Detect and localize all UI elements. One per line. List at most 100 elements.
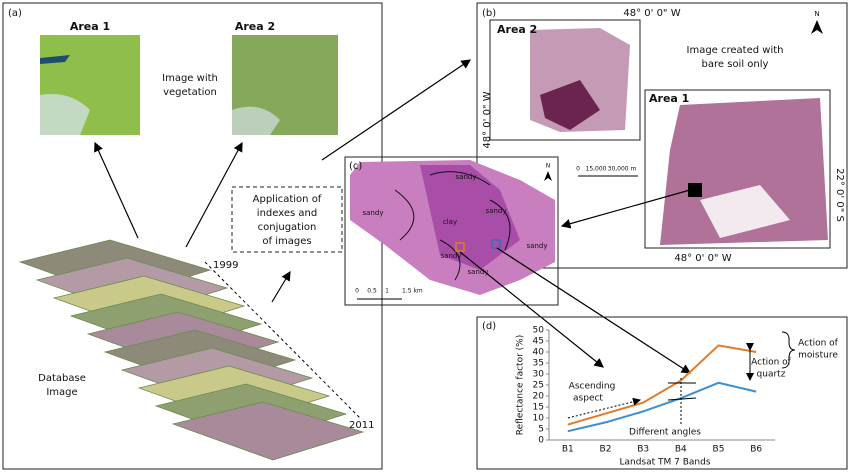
panel-a: (a) Area 1 Area 2 Image with vegetation … [2, 2, 471, 470]
scale-label: 30,000 m [608, 166, 637, 173]
arrow [94, 141, 139, 239]
image-title: Area 2 [497, 23, 537, 36]
soil-label: sandy [527, 242, 548, 250]
y-tick-label: 35 [533, 359, 544, 369]
y-tick-label: 40 [533, 348, 545, 358]
panel-label: (b) [482, 8, 496, 19]
series-line [567, 344, 757, 426]
coordinate: 22° 0' 0" S [834, 168, 845, 222]
image-title: Area 1 [649, 92, 689, 105]
caption: vegetation [163, 87, 217, 98]
image-frame [489, 19, 641, 141]
process-text: indexes and [257, 208, 317, 219]
coordinate: 48° 0' 0" W [482, 91, 493, 148]
bare-soil-image [700, 185, 790, 238]
caption: Database [38, 373, 86, 384]
time-line [204, 261, 361, 419]
annotation: quartz [757, 370, 786, 380]
process-text: Application of [253, 194, 322, 205]
brace [781, 331, 796, 369]
y-tick-label: 45 [533, 337, 544, 347]
image-layer [171, 401, 365, 461]
water [40, 55, 70, 64]
cloud [232, 106, 280, 135]
x-tick-label: B2 [600, 445, 612, 455]
y-tick-label: 5 [538, 425, 544, 435]
sample-marker [491, 239, 501, 249]
panel-label: (a) [8, 8, 22, 19]
panel-frame [476, 2, 848, 269]
bare-soil-image [660, 98, 828, 245]
caption: bare soil only [702, 59, 769, 70]
panel-label: (d) [482, 321, 496, 332]
image-title: Area 2 [235, 20, 275, 33]
image-frame [644, 89, 831, 249]
y-tick-label: 50 [533, 326, 545, 336]
north-arrow [811, 20, 823, 34]
soil-boundary [394, 171, 511, 281]
trend-arrow [567, 397, 641, 419]
area-marker [688, 183, 702, 197]
series-line [567, 381, 757, 433]
annotation: aspect [573, 394, 603, 404]
north: N [546, 163, 551, 170]
bare-soil-image [540, 80, 600, 130]
cloud [40, 94, 90, 135]
image-stack [18, 239, 365, 461]
year-label: 2011 [349, 420, 374, 431]
scale-label: 0 [576, 166, 580, 173]
arrow [459, 251, 604, 368]
panel-frame [476, 316, 848, 470]
y-tick-label: 20 [533, 392, 545, 402]
annotation: Different angles [629, 428, 701, 438]
arrow [560, 189, 691, 229]
soil-label: sandy [456, 173, 477, 181]
annotation: Action of [798, 339, 839, 349]
process-box [231, 186, 343, 253]
sample-marker [455, 242, 465, 252]
panel-frame [344, 156, 559, 306]
north-arrow [544, 171, 552, 181]
y-tick-label: 15 [533, 403, 544, 413]
arrow [321, 59, 471, 161]
north: N [814, 10, 819, 18]
scale-label: 1.5 km [402, 288, 423, 295]
y-tick-label: 10 [533, 414, 545, 424]
soil-label: sandy [441, 252, 462, 260]
caption: Image with [162, 73, 218, 84]
y-tick-label: 30 [533, 370, 545, 380]
coordinate: 48° 0' 0" W [623, 8, 680, 19]
panel-c: (c) N sandysandyclaysandysandysandysandy… [344, 156, 692, 374]
scale-label: 0.5 [367, 288, 377, 295]
process-text: of images [262, 236, 311, 247]
x-tick-label: B6 [750, 445, 762, 455]
x-tick-label: B3 [637, 445, 649, 455]
panel-b: (b) 48° 0' 0" W Area 2 48° 0' 0" W N Ima… [476, 2, 848, 269]
arrow [185, 141, 243, 248]
arrow [496, 247, 692, 374]
process-text: conjugation [258, 222, 317, 233]
soil-label: clay [443, 218, 457, 226]
y-axis-label: Reflectance factor (%) [516, 335, 526, 435]
soil-label: sandy [363, 209, 384, 217]
arrow [271, 270, 291, 303]
y-tick-label: 0 [538, 436, 544, 446]
y-tick-label: 25 [533, 381, 544, 391]
scale-label: 0 [355, 288, 359, 295]
year-label: 1999 [213, 260, 238, 271]
angle-mark [667, 397, 697, 401]
x-tick-label: B4 [675, 445, 687, 455]
coordinate: 48° 0' 0" W [674, 253, 731, 264]
annotation: Ascending [569, 382, 616, 392]
annotation: Action of [751, 358, 792, 368]
x-tick-label: B5 [713, 445, 725, 455]
scale-label: 1 [385, 288, 389, 295]
scale-label: 15,000 [586, 166, 607, 173]
panel-label: (c) [349, 161, 362, 172]
image-title: Area 1 [70, 20, 110, 33]
soil-labels: sandy sandy clay sandy sandy sandy sandy [363, 173, 548, 276]
soil-map [420, 165, 520, 270]
x-tick-label: B1 [562, 445, 574, 455]
